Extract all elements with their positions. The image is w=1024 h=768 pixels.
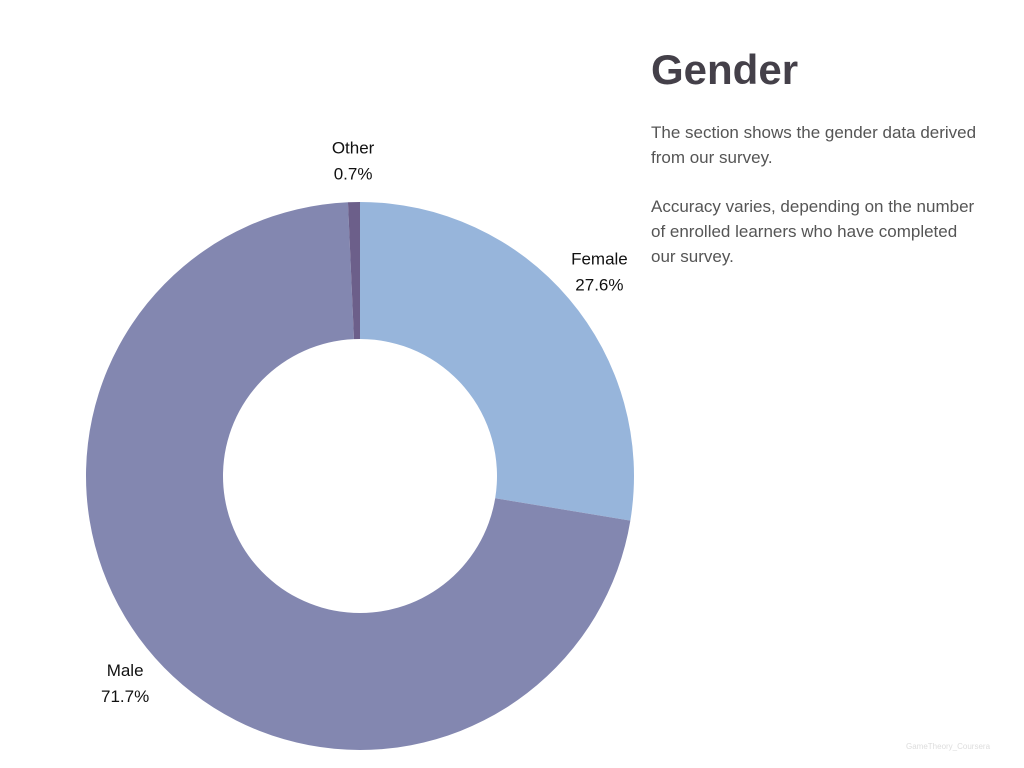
value-label: 71.7% (101, 687, 149, 706)
description: The section shows the gender data derive… (651, 123, 977, 167)
side-panel: Gender The section shows the gender data… (651, 46, 981, 293)
description: Accuracy varies, depending on the number… (651, 197, 975, 266)
chart: Female 27.6% Male 71.7% Other 0.7% (86, 139, 634, 750)
slice (347, 202, 360, 340)
chart-title: Gender (651, 46, 799, 93)
slice (360, 202, 634, 521)
slice-label: Male (107, 661, 144, 680)
slice-label: Female (571, 249, 628, 268)
slice-label: Other (332, 139, 375, 158)
slice (86, 202, 631, 750)
value-label: 0.7% (334, 165, 373, 184)
watermark: GameTheory_Coursera (906, 742, 991, 751)
value-label: 27.6% (575, 275, 623, 294)
